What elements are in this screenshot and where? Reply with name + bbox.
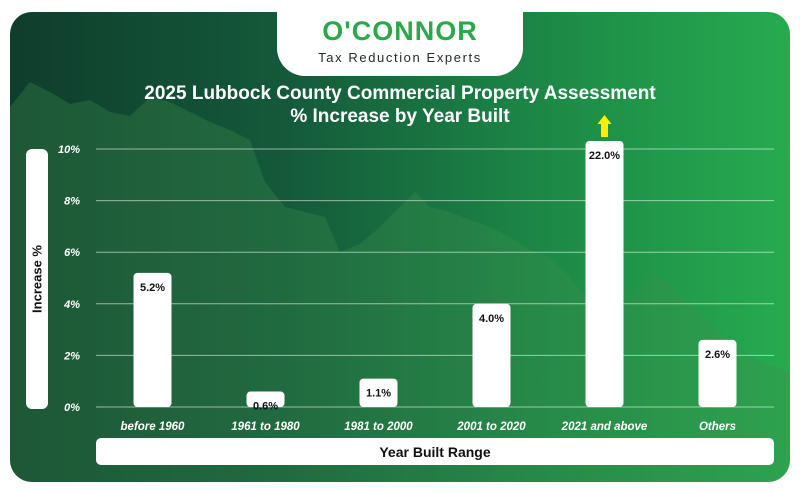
y-tick-label: 4%	[63, 299, 80, 311]
bars	[133, 141, 737, 407]
category-label: 1961 to 1980	[231, 421, 300, 433]
y-tick-label: 0%	[64, 402, 80, 414]
overflow-arrow	[597, 115, 612, 137]
data-label: 0.6%	[253, 401, 278, 413]
x-axis-label: Year Built Range	[96, 438, 774, 465]
bar	[246, 391, 285, 407]
bar	[698, 339, 737, 407]
category-label: 2021 and above	[561, 421, 648, 433]
bar	[472, 303, 511, 407]
y-tick-label: 8%	[64, 196, 80, 208]
chart-title: 2025 Lubbock County Commercial Property …	[144, 83, 656, 104]
logo-tab: O'CONNOR Tax Reduction Experts	[277, 12, 523, 76]
y-tick-label: 6%	[64, 247, 80, 259]
category-labels: before 1960 1961 to 1980 1981 to 2000 2001 …	[121, 421, 737, 433]
chart-subtitle: % Increase by Year Built	[290, 106, 510, 127]
data-labels: 5.2% 0.6% 1.1% 4.0% 22.0% 2.6%	[140, 150, 730, 413]
data-label: 2.6%	[705, 349, 730, 361]
category-label: before 1960	[121, 421, 186, 433]
category-label: 2001 to 2020	[456, 421, 526, 433]
y-axis-label-box	[26, 149, 48, 409]
overflow-arrows	[597, 115, 612, 137]
category-label: 1981 to 2000	[344, 421, 413, 433]
y-tick-label: 2%	[63, 350, 80, 362]
y-tick-labels: 0% 2% 4% 6% 8% 10%	[58, 144, 80, 414]
bar	[133, 272, 172, 407]
bar	[585, 141, 624, 407]
brand-tagline: Tax Reduction Experts	[318, 50, 482, 65]
data-label: 4.0%	[479, 313, 504, 325]
brand-logo: O'CONNOR	[322, 16, 478, 46]
gridlines	[96, 148, 774, 408]
data-label: 22.0%	[589, 150, 620, 162]
category-label: Others	[699, 421, 736, 433]
data-label: 5.2%	[140, 282, 165, 294]
data-label: 1.1%	[366, 388, 391, 400]
bar	[359, 378, 398, 407]
y-tick-label: 10%	[58, 144, 80, 156]
